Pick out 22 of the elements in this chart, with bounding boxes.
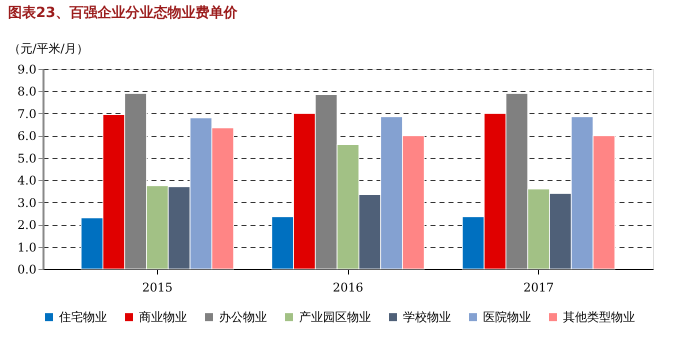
legend-label: 办公物业: [219, 310, 267, 324]
y-axis-title: （元/平米/月）: [8, 42, 89, 56]
y-tick-label: 0.0: [17, 262, 36, 276]
chart-title: 图表23、百强企业分业态物业费单价: [8, 5, 238, 21]
x-tick-label: 2017: [523, 280, 554, 294]
x-tick-label: 2016: [332, 280, 364, 294]
y-tick-label: 9.0: [17, 62, 36, 76]
legend-label: 其他类型物业: [563, 310, 635, 324]
legend-label: 学校物业: [403, 310, 451, 324]
y-tick-label: 8.0: [17, 84, 36, 99]
y-tick-label: 2.0: [17, 218, 36, 232]
y-tick-label: 6.0: [17, 129, 36, 144]
y-tick-label: 5.0: [17, 151, 36, 166]
legend-label: 商业物业: [139, 310, 187, 324]
y-tick-label: 4.0: [17, 174, 36, 188]
y-tick-label: 3.0: [17, 196, 36, 210]
legend-label: 住宅物业: [58, 310, 107, 324]
x-tick-label: 2015: [142, 280, 173, 294]
legend-label: 医院物业: [483, 310, 531, 324]
y-tick-label: 7.0: [17, 106, 36, 121]
y-tick-label: 1.0: [17, 240, 36, 254]
legend-label: 产业园区物业: [299, 310, 371, 324]
